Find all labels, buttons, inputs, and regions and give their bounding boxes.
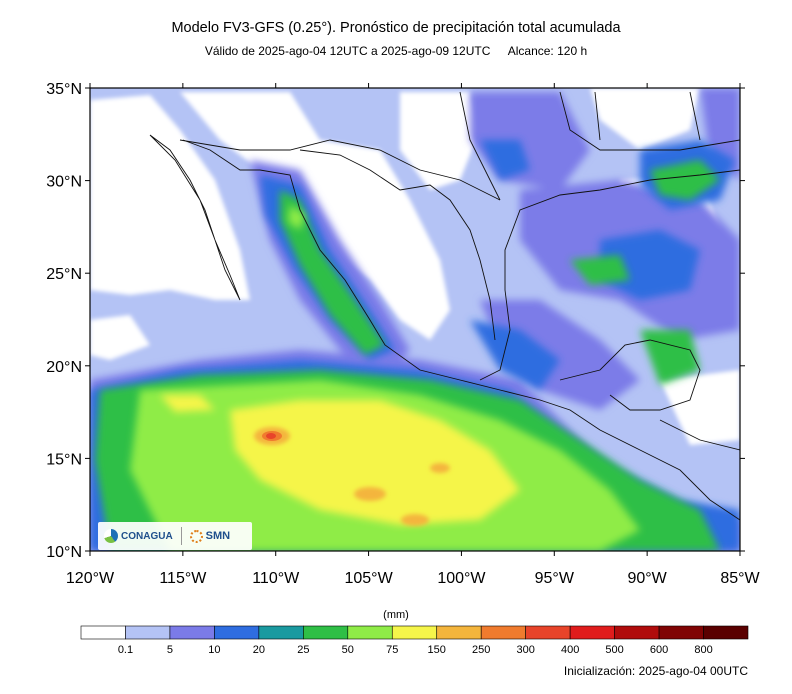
lat-axis: 35°N 30°N 25°N 20°N 15°N 10°N: [46, 81, 745, 561]
colorbar-tick-label: 5: [167, 644, 173, 656]
colorbar-tick-label: 20: [253, 644, 265, 656]
logo-divider: [180, 527, 182, 545]
colorbar-tick-label: 0.1: [118, 644, 133, 656]
logo-panel: CONAGUA SMN: [98, 522, 252, 550]
coastlines: [149, 91, 740, 521]
colorbar-segment: [80, 625, 126, 640]
lon-label: 120°W: [66, 570, 115, 587]
precip-field: [90, 88, 740, 551]
lat-label: 35°N: [46, 81, 82, 98]
colorbar-segment: [703, 625, 749, 640]
lon-axis: 120°W 115°W 110°W 105°W 100°W 95°W 90°W 85°W: [66, 83, 761, 587]
lat-label: 20°N: [46, 359, 82, 376]
colorbar-tick-label: 250: [472, 644, 490, 656]
colorbar-tick-label: 10: [208, 644, 220, 656]
colorbar-segment: [525, 625, 571, 640]
colorbar-tick-label: 500: [605, 644, 623, 656]
colorbar-tick-label: 600: [650, 644, 668, 656]
conagua-logo: CONAGUA: [98, 529, 173, 543]
colorbar-tick-label: 300: [516, 644, 534, 656]
colorbar-segment: [214, 625, 260, 640]
conagua-logo-text: CONAGUA: [121, 530, 173, 542]
lon-label: 100°W: [437, 570, 486, 587]
colorbar-tick-label: 800: [694, 644, 712, 656]
forecast-range: Alcance: 120 h: [507, 44, 588, 58]
lon-label: 115°W: [159, 570, 207, 587]
colorbar-segment: [391, 625, 438, 640]
smn-logo-icon: [189, 529, 203, 543]
lat-label: 15°N: [46, 451, 82, 468]
colorbar-segment: [258, 625, 304, 640]
valid-period: Válido de 2025-ago-04 12UTC a 2025-ago-0…: [204, 44, 491, 58]
colorbar-segment: [436, 625, 482, 640]
map-frame: [89, 87, 741, 552]
lat-label: 10°N: [46, 544, 82, 561]
lat-label: 25°N: [46, 266, 82, 283]
colorbar-segment: [480, 625, 526, 640]
colorbar-tick-label: 75: [386, 644, 398, 656]
conagua-logo-icon: [104, 529, 118, 543]
lon-label: 110°W: [252, 570, 300, 587]
colorbar-segment: [125, 625, 171, 640]
colorbar-segment: [614, 625, 660, 640]
colorbar-tick-label: 150: [428, 644, 446, 656]
colorbar-segment: [569, 625, 615, 640]
smn-logo-text: SMN: [205, 530, 231, 542]
colorbar-segment: [658, 625, 704, 640]
lon-label: 105°W: [344, 570, 393, 587]
smn-logo: SMN: [189, 529, 231, 543]
lon-label: 85°W: [720, 570, 760, 587]
colorbar-tick-label: 50: [342, 644, 354, 656]
colorbar-unit: (mm): [383, 609, 409, 621]
chart-subtitle: Válido de 2025-ago-04 12UTC a 2025-ago-0…: [0, 44, 792, 58]
colorbar-tick-label: 25: [297, 644, 309, 656]
colorbar-tick-label: 400: [561, 644, 579, 656]
colorbar-segment: [347, 625, 393, 640]
colorbar-segment: [303, 625, 349, 640]
chart-title: Modelo FV3-GFS (0.25°). Pronóstico de pr…: [171, 20, 621, 36]
colorbar: 0.1 5 10 20 25 50 75 150 250 300 400 500 600 800: [80, 625, 749, 656]
lon-label: 90°W: [627, 570, 667, 587]
initialization-time: Inicialización: 2025-ago-04 00UTC: [563, 664, 748, 678]
lat-label: 30°N: [46, 174, 82, 191]
colorbar-segment: [169, 625, 215, 640]
lon-label: 95°W: [535, 570, 575, 587]
